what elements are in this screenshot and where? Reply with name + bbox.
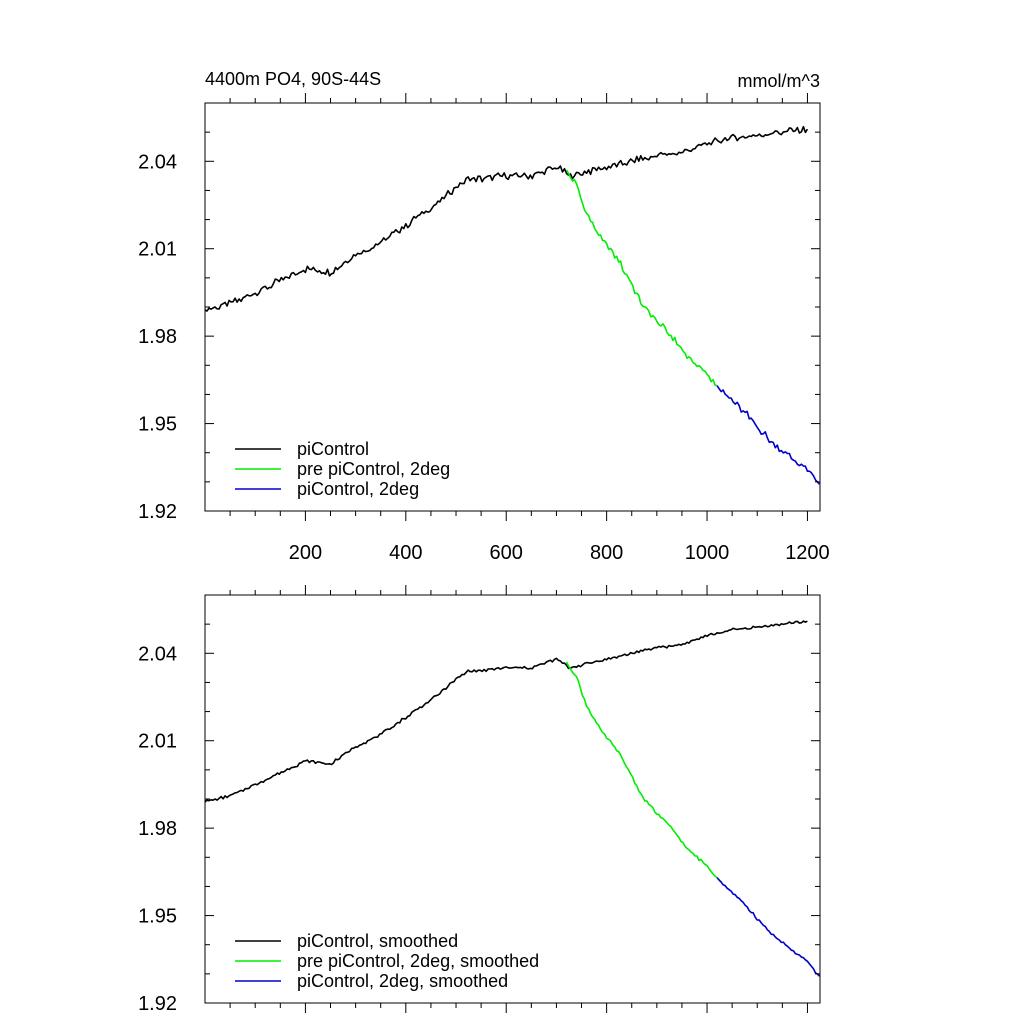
x-tick-label: 600 <box>490 542 523 564</box>
y-tick-label: 1.95 <box>138 906 177 928</box>
y-tick-label: 1.95 <box>138 414 177 436</box>
y-tick-label: 1.98 <box>138 326 177 348</box>
y-tick-label: 2.01 <box>138 731 177 753</box>
chart-title-left: 4400m PO4, 90S-44S <box>205 69 381 89</box>
legend-label-2: pre piControl, 2deg, smoothed <box>297 951 539 971</box>
series-line-2 <box>565 169 718 387</box>
chart-panel-bottom: 1.92 1.95 1.98 2.01 2.04 piControl, smoothed… <box>138 585 821 1015</box>
y-tick-label: 1.92 <box>138 993 177 1015</box>
x-tick-label: 200 <box>289 542 322 564</box>
legend-label-3: piControl, 2deg, smoothed <box>297 971 508 991</box>
legend-label-3: piControl, 2deg <box>297 479 419 499</box>
series-line-3 <box>716 877 821 977</box>
y-tick-label: 1.92 <box>138 501 177 523</box>
y-tick-label: 2.04 <box>138 643 177 665</box>
x-tick-label: 400 <box>389 542 422 564</box>
y-tick-label: 2.04 <box>138 151 177 173</box>
series-line-1 <box>204 125 809 312</box>
series-line-3 <box>716 385 821 485</box>
legend-label-2: pre piControl, 2deg <box>297 459 450 479</box>
tick-layer: 1.92 1.95 1.98 2.01 2.04 <box>138 585 820 1015</box>
tick-layer: 1.92 1.95 1.98 2.01 2.04 200 400 600 800 1000 1200 <box>138 93 830 564</box>
x-tick-label: 800 <box>590 542 623 564</box>
series-line-1 <box>204 620 808 803</box>
series-layer <box>204 620 821 977</box>
legend-label-1: piControl <box>297 439 369 459</box>
chart-panel-top: 4400m PO4, 90S-44S mmol/m^3 1.92 1.95 1.98… <box>138 69 830 564</box>
legend-label-1: piControl, smoothed <box>297 931 458 951</box>
series-layer <box>204 125 821 485</box>
x-tick-label: 1200 <box>785 542 830 564</box>
series-line-2 <box>565 661 718 879</box>
y-tick-label: 1.98 <box>138 818 177 840</box>
chart-units-label: mmol/m^3 <box>738 71 820 91</box>
x-tick-label: 1000 <box>685 542 730 564</box>
y-tick-label: 2.01 <box>138 239 177 261</box>
